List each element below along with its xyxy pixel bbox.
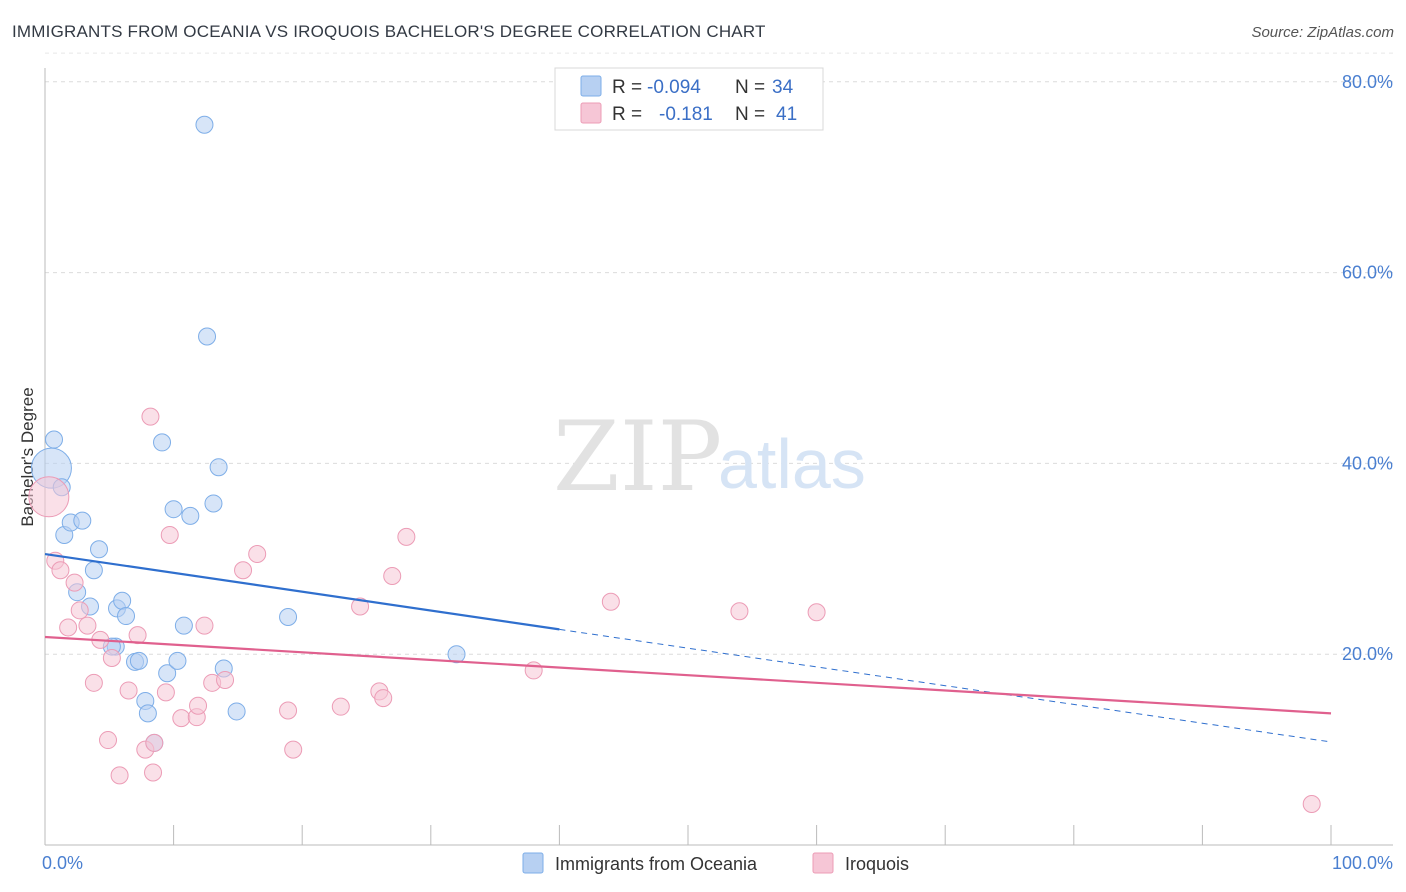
iroquois-point-10: [102, 649, 121, 668]
oceania-trend-line-extension: [559, 628, 1332, 743]
oceania-point-5: [73, 511, 92, 530]
oceania-point-23: [168, 651, 187, 670]
iroquois-point-39: [807, 603, 826, 622]
oceania-point-28: [204, 494, 223, 513]
trend-lines: [44, 552, 1332, 743]
iroquois-point-6: [78, 616, 97, 635]
iroquois-point-16: [144, 763, 163, 782]
watermark: ZIP atlas: [553, 401, 866, 513]
x-tick-label-100: 100.0%: [1332, 853, 1393, 873]
iroquois-point-31: [351, 597, 370, 616]
y-tick-labels: 20.0% 40.0% 60.0% 80.0%: [1342, 72, 1393, 664]
legend-n-label-oceania: N =: [735, 77, 765, 98]
iroquois-point-37: [601, 592, 620, 611]
oceania-point-1: [45, 430, 64, 449]
oceania-point-29: [209, 458, 228, 477]
oceania-point-33: [447, 645, 466, 664]
y-tick-label-20: 20.0%: [1342, 644, 1393, 664]
legend-swatch-oceania: [580, 75, 602, 97]
legend-r-label-oceania: R =: [612, 77, 642, 98]
iroquois-point-34: [383, 566, 402, 585]
source-label: Source: ZipAtlas.com: [1251, 24, 1394, 41]
x-tick-labels: 0.0% 100.0%: [42, 853, 1393, 873]
oceania-point-18: [138, 704, 157, 723]
iroquois-point-0: [28, 476, 70, 518]
legend-r-value-iroquois: -0.181: [659, 104, 713, 125]
iroquois-point-35: [397, 527, 416, 546]
oceania-point-24: [174, 616, 193, 635]
iroquois-point-12: [119, 681, 138, 700]
iroquois-point-38: [730, 602, 749, 621]
oceania-point-26: [195, 115, 214, 134]
iroquois-point-3: [59, 618, 78, 637]
iroquois-point-33: [374, 689, 393, 708]
iroquois-point-9: [99, 731, 118, 750]
oceania-point-20: [153, 433, 172, 452]
iroquois-point-26: [234, 561, 253, 580]
oceania-point-22: [164, 500, 183, 519]
iroquois-point-11: [110, 766, 129, 785]
legend-n-value-oceania: 34: [772, 77, 794, 98]
iroquois-point-18: [156, 683, 175, 702]
iroquois-point-4: [65, 573, 84, 592]
oceania-point-13: [113, 591, 132, 610]
iroquois-point-22: [189, 696, 208, 715]
legend-r-value-oceania: -0.094: [647, 77, 701, 98]
iroquois-point-7: [84, 673, 103, 692]
legend-n-value-iroquois: 41: [776, 104, 797, 125]
oceania-point-14: [117, 607, 136, 626]
iroquois-point-40: [1302, 794, 1321, 813]
oceania-point-6: [90, 540, 109, 559]
oceania-point-32: [279, 607, 298, 626]
iroquois-point-28: [279, 701, 298, 720]
chart-title: IMMIGRANTS FROM OCEANIA VS IROQUOIS BACH…: [12, 22, 766, 41]
iroquois-point-36: [524, 661, 543, 680]
iroquois-point-17: [145, 733, 164, 752]
iroquois-point-5: [70, 601, 89, 620]
oceania-point-25: [181, 506, 200, 525]
iroquois-point-19: [160, 525, 179, 544]
bottom-legend-swatch-oceania: [522, 852, 544, 874]
iroquois-point-27: [248, 545, 267, 564]
y-tick-label-40: 40.0%: [1342, 453, 1393, 473]
data-points: [28, 115, 1321, 813]
oceania-point-27: [198, 327, 217, 346]
iroquois-point-30: [331, 697, 350, 716]
y-tick-label-60: 60.0%: [1342, 263, 1393, 283]
iroquois-point-20: [172, 709, 191, 728]
oceania-trend-line: [44, 552, 560, 631]
bottom-legend-label-oceania: Immigrants from Oceania: [555, 854, 758, 874]
x-tick-label-0: 0.0%: [42, 853, 83, 873]
watermark-zip-text: ZIP: [553, 401, 722, 513]
watermark-atlas-text: atlas: [718, 425, 866, 503]
legend-r-label-iroquois: R =: [612, 104, 642, 125]
iroquois-point-2: [51, 561, 70, 580]
legend-n-label-iroquois: N =: [735, 104, 765, 125]
iroquois-point-29: [284, 740, 303, 759]
iroquois-point-23: [195, 616, 214, 635]
oceania-point-31: [227, 702, 246, 721]
oceania-point-21: [158, 664, 177, 683]
bottom-legend-label-iroquois: Iroquois: [845, 854, 909, 874]
top-legend: R = -0.094 N = 34 R = -0.181 N = 41: [554, 67, 824, 131]
grid-lines: [45, 52, 1393, 655]
iroquois-point-25: [216, 670, 235, 689]
legend-swatch-iroquois: [580, 102, 602, 124]
iroquois-trend-line: [44, 635, 1332, 715]
oceania-point-7: [84, 561, 103, 580]
bottom-legend-swatch-iroquois: [812, 852, 834, 874]
y-tick-label-80: 80.0%: [1342, 72, 1393, 92]
iroquois-point-15: [141, 407, 160, 426]
oceania-point-16: [129, 651, 148, 670]
bottom-legend: Immigrants from Oceania Iroquois: [522, 852, 909, 874]
